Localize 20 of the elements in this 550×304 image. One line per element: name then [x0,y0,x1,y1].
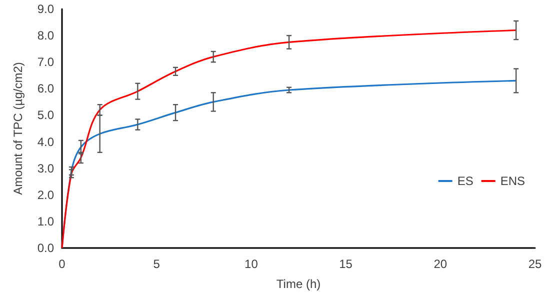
legend-label: ES [457,174,474,188]
y-tick-label: 6.0 [37,82,54,96]
x-tick-label: 0 [58,257,66,271]
x-tick-label: 5 [153,257,160,271]
x-tick-label: 25 [528,257,542,271]
x-tick-label: 20 [434,257,448,271]
y-tick-label: 2.0 [37,188,54,202]
legend-label: ENS [500,174,526,188]
y-tick-label: 8.0 [37,28,54,43]
y-tick-label: 7.0 [37,55,54,70]
y-tick-label: 4.0 [37,134,54,149]
y-tick-label: 9.0 [37,2,54,16]
x-tick-label: 15 [339,257,353,271]
y-tick-label: 1.0 [37,214,54,228]
y-tick-label: 0.0 [37,241,54,255]
x-tick-label: 10 [244,257,258,271]
y-tick-label: 5.0 [37,108,54,122]
x-axis-title: Time (h) [276,277,321,291]
y-axis-title: Amount of TPC (µg/cm2) [11,62,25,195]
y-tick-label: 3.0 [37,161,54,176]
